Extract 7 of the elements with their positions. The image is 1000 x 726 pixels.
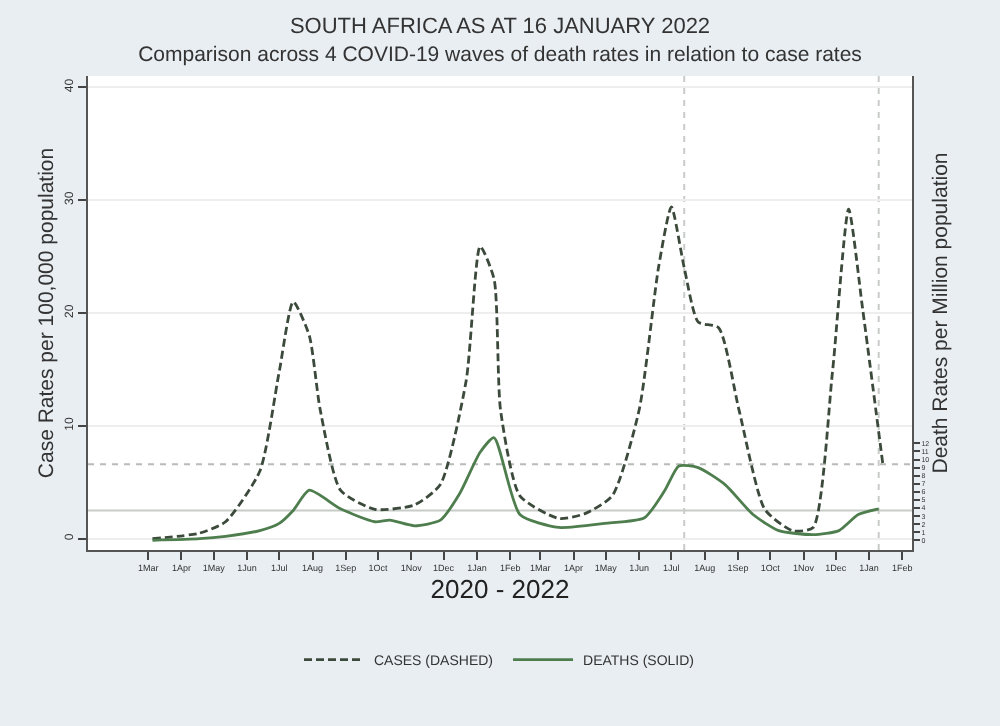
x-axis-title: 2020 - 2022 <box>430 574 570 604</box>
y2-axis-title: Death Rates per Million population <box>929 152 954 474</box>
line-series <box>151 205 885 541</box>
chart-title: SOUTH AFRICA AS AT 16 JANUARY 2022 <box>289 14 711 39</box>
chart-subtitle: Comparison across 4 COVID-19 waves of death rates in relation to case rates <box>138 43 862 68</box>
y-axis-title: Case Rates per 100,000 population <box>34 147 59 479</box>
line-series <box>151 436 881 542</box>
